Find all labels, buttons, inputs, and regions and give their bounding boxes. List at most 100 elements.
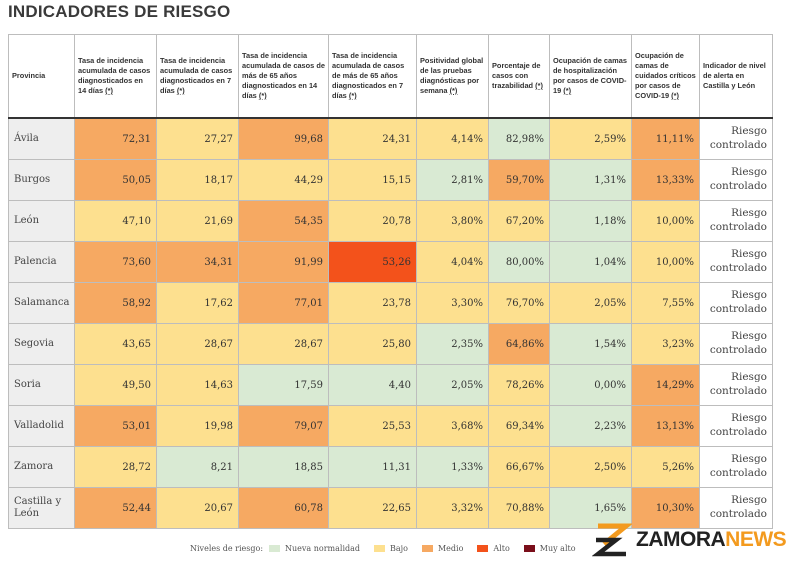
alert-status-cell: Riesgo controlado (699, 200, 773, 242)
province-cell: Ávila (8, 117, 75, 160)
indicator-value-cell: 10,00% (631, 200, 700, 242)
table-body: Ávila 72,31 27,27 99,68 24,31 4,14% 82,98% 2,59… (8, 117, 773, 529)
indicator-value-cell: 28,67 (156, 323, 239, 365)
header-col: Ocupación de camas de hospitalización po… (549, 34, 632, 119)
header-note-link[interactable]: (*) (671, 90, 679, 100)
indicator-value-cell: 3,32% (416, 487, 489, 529)
legend-item-label: Nueva normalidad (285, 544, 361, 553)
legend-item-label: Medio (437, 544, 464, 553)
header-col-label: Positividad global de las pruebas diagnó… (420, 56, 484, 95)
header-note-link[interactable]: (*) (563, 85, 572, 95)
indicator-value-cell: 99,68 (238, 117, 329, 160)
indicator-value-cell: 50,05 (74, 159, 157, 201)
header-col-label: Ocupación de camas de cuidados críticos … (635, 51, 696, 100)
risk-levels-legend: Niveles de riesgo: Nueva normalidad Bajo… (190, 544, 590, 553)
alert-status-cell: Riesgo controlado (699, 446, 773, 488)
brand-name-part2: NEWS (725, 528, 787, 551)
legend-item-nueva: Nueva normalidad (269, 544, 360, 553)
page-title: INDICADORES DE RIESGO (8, 2, 231, 21)
indicator-value-cell: 72,31 (74, 117, 157, 160)
indicator-value-cell: 77,01 (238, 282, 329, 324)
legend-item-label: Muy alto (539, 544, 576, 553)
header-col: Ocupación de camas de cuidados críticos … (631, 34, 700, 119)
indicator-value-cell: 80,00% (488, 241, 550, 283)
province-cell: Burgos (8, 159, 75, 201)
header-col-label: Porcentaje de casos con trazabilidad (492, 61, 541, 90)
indicator-value-cell: 1,54% (549, 323, 632, 365)
indicator-value-cell: 44,29 (238, 159, 329, 201)
indicator-value-cell: 3,80% (416, 200, 489, 242)
table-row: León 47,10 21,69 54,35 20,78 3,80% 67,20% 1,18%… (8, 200, 773, 242)
indicator-value-cell: 4,04% (416, 241, 489, 283)
indicator-value-cell: 25,80 (328, 323, 417, 365)
header-note-link[interactable]: (*) (535, 80, 543, 90)
header-col: Porcentaje de casos con trazabilidad (*) (488, 34, 550, 119)
province-cell: Segovia (8, 323, 75, 365)
legend-swatch (421, 545, 433, 552)
indicator-value-cell: 52,44 (74, 487, 157, 529)
header-col-label: Ocupación de camas de hospitalización po… (553, 56, 627, 95)
indicator-value-cell: 4,40 (328, 364, 417, 406)
alert-status-cell: Riesgo controlado (699, 323, 773, 365)
header-col: Tasa de incidencia acumulada de casos di… (156, 34, 239, 119)
header-note-link[interactable]: (*) (105, 85, 113, 95)
indicator-value-cell: 43,65 (74, 323, 157, 365)
indicator-value-cell: 3,23% (631, 323, 700, 365)
indicator-value-cell: 24,31 (328, 117, 417, 160)
indicator-value-cell: 15,15 (328, 159, 417, 201)
indicator-value-cell: 47,10 (74, 200, 157, 242)
indicator-value-cell: 25,53 (328, 405, 417, 447)
legend-item-bajo: Bajo (374, 544, 408, 553)
indicator-value-cell: 20,67 (156, 487, 239, 529)
indicator-value-cell: 21,69 (156, 200, 239, 242)
header-note-link[interactable]: (*) (176, 85, 185, 95)
header-col: Positividad global de las pruebas diagnó… (416, 34, 489, 119)
alert-status-cell: Riesgo controlado (699, 487, 773, 529)
header-col-label: Tasa de incidencia acumulada de casos de… (332, 51, 405, 100)
indicator-value-cell: 28,72 (74, 446, 157, 488)
table-row: Salamanca 58,92 17,62 77,01 23,78 3,30% 76,70%… (8, 282, 773, 324)
brand-wordmark: ZAMORANEWS (636, 528, 787, 552)
indicator-value-cell: 73,60 (74, 241, 157, 283)
header-note-link[interactable]: (*) (348, 90, 357, 100)
province-cell: Soria (8, 364, 75, 406)
indicator-value-cell: 18,17 (156, 159, 239, 201)
indicator-value-cell: 82,98% (488, 117, 550, 160)
indicator-value-cell: 2,05% (416, 364, 489, 406)
indicator-value-cell: 18,85 (238, 446, 329, 488)
indicator-value-cell: 69,34% (488, 405, 550, 447)
indicator-value-cell: 1,04% (549, 241, 632, 283)
indicator-value-cell: 20,78 (328, 200, 417, 242)
indicator-value-cell: 78,26% (488, 364, 550, 406)
header-note-link[interactable]: (*) (449, 85, 458, 95)
indicator-value-cell: 66,67% (488, 446, 550, 488)
indicator-value-cell: 11,11% (631, 117, 700, 160)
header-col: Tasa de incidencia acumulada de casos di… (74, 34, 157, 119)
indicator-value-cell: 22,65 (328, 487, 417, 529)
indicator-value-cell: 3,30% (416, 282, 489, 324)
indicator-value-cell: 19,98 (156, 405, 239, 447)
indicator-value-cell: 3,68% (416, 405, 489, 447)
indicator-value-cell: 4,14% (416, 117, 489, 160)
legend-item-label: Bajo (390, 544, 408, 553)
indicator-value-cell: 49,50 (74, 364, 157, 406)
header-col-label: Tasa de incidencia acumulada de casos de… (242, 51, 325, 100)
indicator-value-cell: 27,27 (156, 117, 239, 160)
indicator-value-cell: 1,31% (549, 159, 632, 201)
alert-status-cell: Riesgo controlado (699, 117, 773, 160)
header-note-link[interactable]: (*) (258, 90, 267, 100)
indicator-value-cell: 54,35 (238, 200, 329, 242)
header-col-label: Tasa de incidencia acumulada de casos di… (160, 56, 233, 95)
indicator-value-cell: 2,05% (549, 282, 632, 324)
indicator-value-cell: 10,30% (631, 487, 700, 529)
zamora-news-brand[interactable]: ZAMORANEWS (592, 518, 800, 562)
province-cell: Palencia (8, 241, 75, 283)
indicator-value-cell: 1,33% (416, 446, 489, 488)
table-row: Castilla y León 52,44 20,67 60,78 22,65 3,32%… (8, 487, 773, 529)
legend-item-alto: Alto (477, 544, 510, 553)
alert-status-cell: Riesgo controlado (699, 241, 773, 283)
table-row: Soria 49,50 14,63 17,59 4,40 2,05% 78,26% 0,00%… (8, 364, 773, 406)
indicator-value-cell: 17,59 (238, 364, 329, 406)
indicator-value-cell: 2,35% (416, 323, 489, 365)
indicator-value-cell: 13,13% (631, 405, 700, 447)
